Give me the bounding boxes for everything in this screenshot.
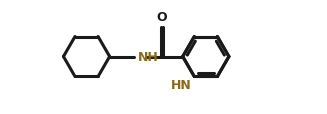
Text: O: O xyxy=(157,11,167,24)
Text: NH: NH xyxy=(138,51,159,63)
Text: HN: HN xyxy=(171,78,192,91)
